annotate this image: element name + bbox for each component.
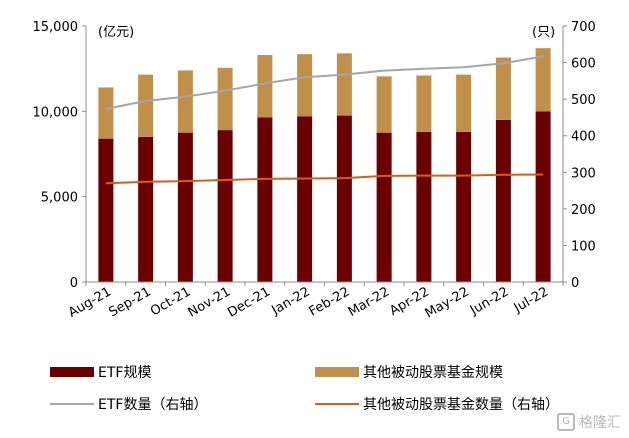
bar-other-scale-nov-21 bbox=[217, 67, 233, 131]
axes-group: 0 5,000 10,000 15,000 0 100 200 300 400 500 600 700… bbox=[33, 20, 596, 321]
legend-item-other-scale: 其他被动股票基金规模 bbox=[315, 362, 503, 382]
line-other-count bbox=[105, 173, 544, 185]
bar-etf-scale-apr-22 bbox=[416, 131, 432, 282]
legend-item-etf-scale: ETF规模 bbox=[50, 362, 151, 382]
bar-etf-scale-aug-21 bbox=[98, 138, 114, 282]
left-unit-label: (亿元) bbox=[98, 25, 134, 40]
x-tick-label: Jul-22 bbox=[511, 284, 551, 316]
bar-other-scale-jan-22 bbox=[297, 54, 313, 117]
right-tick-label: 0 bbox=[571, 276, 579, 291]
legend-label-other-scale: 其他被动股票基金规模 bbox=[363, 365, 503, 381]
legend-label-other-count: 其他被动股票基金数量（右轴） bbox=[363, 397, 559, 413]
bar-etf-scale-jan-22 bbox=[297, 116, 313, 282]
left-tick-label: 0 bbox=[70, 276, 78, 291]
bar-other-scale-may-22 bbox=[456, 74, 472, 132]
x-tick-label: Jun-22 bbox=[467, 284, 511, 318]
x-tick-label: May-22 bbox=[423, 284, 472, 321]
right-unit-label: (只) bbox=[532, 25, 555, 40]
right-tick-label: 700 bbox=[571, 20, 596, 35]
bars-group bbox=[98, 48, 551, 282]
left-tick-label: 10,000 bbox=[33, 105, 79, 120]
legend-swatch-other-scale bbox=[315, 367, 359, 377]
bar-other-scale-sep-21 bbox=[138, 74, 154, 137]
watermark-text: 格隆汇 bbox=[579, 415, 621, 431]
bar-etf-scale-jul-22 bbox=[535, 111, 551, 282]
bar-other-scale-mar-22 bbox=[376, 76, 392, 133]
bar-other-scale-dec-21 bbox=[257, 55, 273, 118]
x-tick-label: Feb-22 bbox=[307, 284, 353, 319]
legend-item-etf-count: ETF数量（右轴） bbox=[50, 394, 207, 414]
legend-line-etf-count bbox=[50, 403, 94, 405]
legend-label-etf-scale: ETF规模 bbox=[98, 365, 152, 381]
left-tick-label: 5,000 bbox=[41, 191, 78, 206]
bar-etf-scale-oct-21 bbox=[177, 132, 193, 282]
bar-etf-scale-nov-21 bbox=[217, 130, 233, 282]
bar-etf-scale-mar-22 bbox=[376, 132, 392, 282]
right-tick-label: 600 bbox=[571, 57, 596, 72]
right-tick-label: 300 bbox=[571, 166, 596, 181]
watermark-logo-icon: G bbox=[557, 413, 575, 431]
bar-other-scale-jul-22 bbox=[535, 48, 551, 112]
lines-group bbox=[105, 55, 544, 185]
bar-other-scale-oct-21 bbox=[177, 70, 193, 133]
stacked-bar-line-chart: 0 5,000 10,000 15,000 0 100 200 300 400 500 600 700… bbox=[33, 20, 596, 321]
legend-line-other-count bbox=[315, 403, 359, 405]
x-tick-label: Nov-21 bbox=[186, 284, 234, 320]
line-etf-count bbox=[105, 55, 544, 110]
bar-other-scale-jun-22 bbox=[495, 57, 511, 120]
legend-swatch-etf-scale bbox=[50, 367, 94, 377]
left-tick-label: 15,000 bbox=[33, 20, 79, 35]
right-tick-label: 500 bbox=[571, 93, 596, 108]
bar-other-scale-aug-21 bbox=[98, 87, 114, 139]
x-tick-label: Sep-21 bbox=[107, 284, 154, 320]
bar-etf-scale-sep-21 bbox=[138, 136, 154, 282]
bar-etf-scale-dec-21 bbox=[257, 117, 273, 282]
watermark: G 格隆汇 bbox=[557, 412, 621, 432]
x-tick-label: Oct-21 bbox=[148, 284, 193, 319]
bar-other-scale-feb-22 bbox=[336, 53, 352, 116]
right-tick-label: 200 bbox=[571, 203, 596, 218]
right-tick-label: 100 bbox=[571, 239, 596, 254]
bar-etf-scale-feb-22 bbox=[336, 115, 352, 282]
legend-item-other-count: 其他被动股票基金数量（右轴） bbox=[315, 394, 559, 414]
bar-other-scale-apr-22 bbox=[416, 75, 432, 132]
bar-etf-scale-jun-22 bbox=[495, 119, 511, 282]
bar-etf-scale-may-22 bbox=[456, 131, 472, 282]
legend: ETF规模 其他被动股票基金规模 ETF数量（右轴） 其他被动股票基金数量（右轴… bbox=[0, 356, 629, 416]
legend-label-etf-count: ETF数量（右轴） bbox=[98, 397, 208, 413]
x-tick-label: Dec-21 bbox=[225, 284, 273, 320]
right-tick-label: 400 bbox=[571, 130, 596, 145]
x-tick-label: Jan-22 bbox=[269, 284, 313, 318]
x-tick-label: Mar-22 bbox=[346, 284, 392, 319]
